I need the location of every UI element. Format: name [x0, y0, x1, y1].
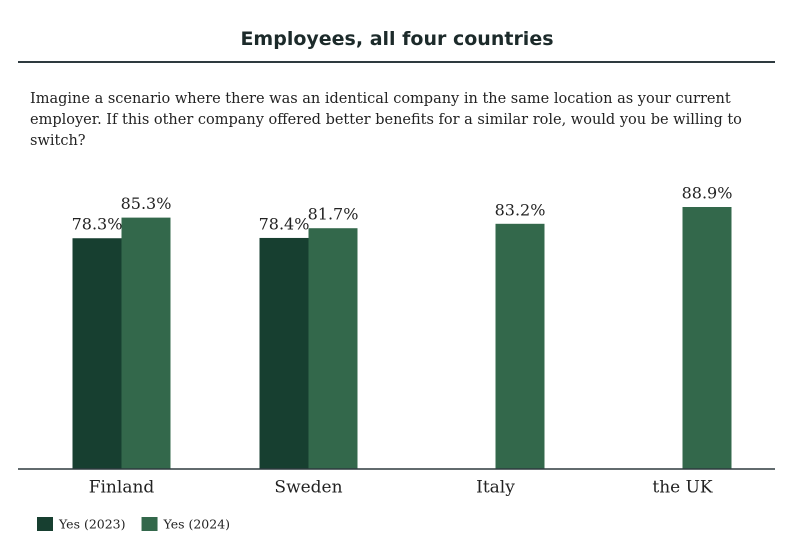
bar: [682, 207, 732, 469]
legend-swatch: [141, 517, 158, 531]
x-tick-label: Finland: [89, 478, 155, 498]
bar: [259, 237, 309, 469]
bar: [495, 223, 545, 469]
x-tick-label: Italy: [476, 478, 515, 498]
legend-label: Yes (2023): [58, 517, 126, 532]
value-label: 78.3%: [72, 215, 123, 234]
legend-swatch: [37, 517, 53, 531]
x-tick-label: Sweden: [274, 478, 342, 498]
value-label: 88.9%: [682, 184, 733, 203]
chart-title: Employees, all four countries: [240, 28, 554, 50]
x-tick-label: the UK: [652, 478, 713, 498]
value-label: 83.2%: [495, 200, 546, 219]
bar: [72, 238, 122, 469]
chart-subtitle: Imagine a scenario where there was an id…: [30, 91, 742, 149]
title-rule: [18, 61, 775, 63]
value-label: 81.7%: [308, 205, 359, 224]
legend-label: Yes (2024): [163, 517, 231, 532]
value-label: 85.3%: [121, 194, 172, 213]
bar: [308, 228, 358, 469]
value-label: 78.4%: [259, 214, 310, 233]
bar: [121, 217, 171, 469]
